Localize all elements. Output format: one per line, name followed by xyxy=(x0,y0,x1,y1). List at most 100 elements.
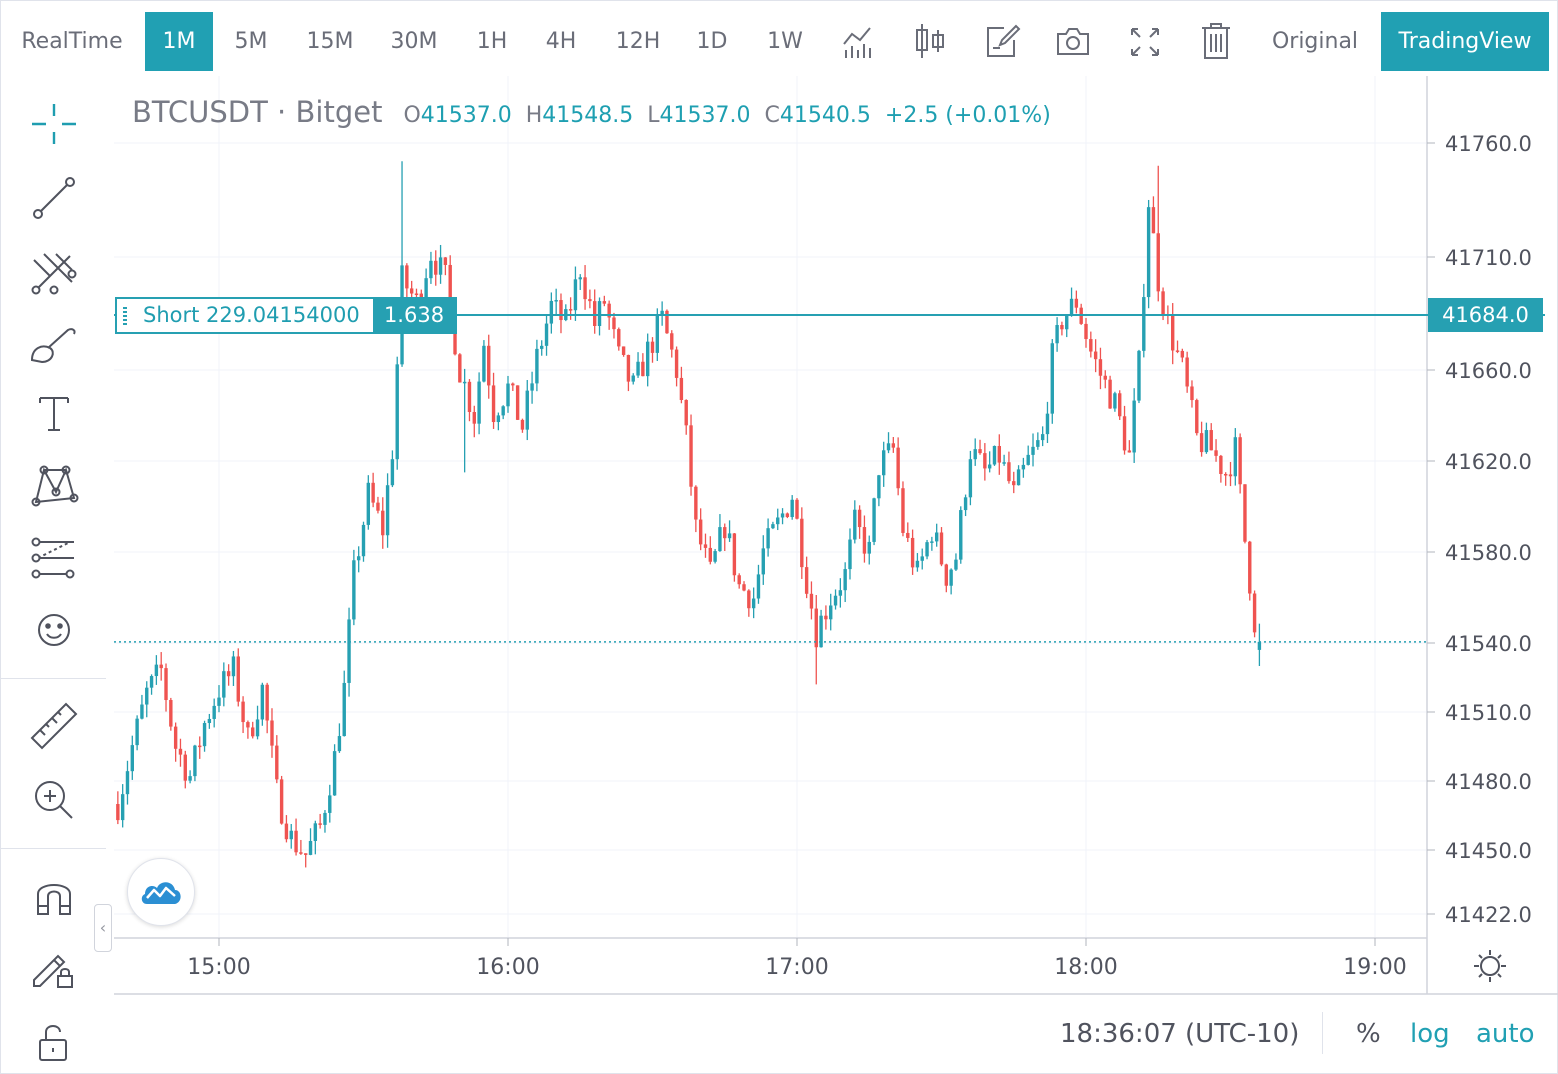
candle xyxy=(963,494,968,517)
candle xyxy=(1185,351,1189,393)
candle xyxy=(241,696,245,734)
y-tick-label: 41480.0 xyxy=(1445,770,1532,794)
legend-separator: · xyxy=(267,95,296,129)
candle xyxy=(154,655,159,685)
interval-1m[interactable]: 1M xyxy=(145,12,213,71)
candle xyxy=(583,265,587,310)
zoom-in-icon[interactable] xyxy=(26,770,82,826)
log-scale-toggle[interactable]: log xyxy=(1410,1019,1450,1049)
candle xyxy=(434,250,438,286)
candle xyxy=(800,507,804,579)
candle xyxy=(1026,445,1030,466)
interval-1d[interactable]: 1D xyxy=(696,29,728,54)
candle xyxy=(159,652,163,681)
trash-icon[interactable] xyxy=(1196,20,1236,62)
emoji-icon[interactable] xyxy=(26,602,82,658)
candle xyxy=(564,304,568,322)
candle xyxy=(366,475,371,530)
current-time[interactable]: 18:36:07 (UTC-10) xyxy=(1060,1019,1300,1049)
text-icon[interactable] xyxy=(26,386,82,442)
candle xyxy=(347,607,351,697)
candle xyxy=(477,372,481,435)
candle xyxy=(833,589,838,610)
position-price-tag: 41684.0 xyxy=(1428,298,1543,332)
candle xyxy=(660,301,664,326)
candle xyxy=(506,375,510,413)
original-view-button[interactable]: Original xyxy=(1271,29,1359,54)
crosshair-icon[interactable] xyxy=(26,96,82,152)
interval-1h[interactable]: 1H xyxy=(476,29,508,54)
prediction-icon[interactable] xyxy=(26,530,82,586)
candle xyxy=(164,663,168,712)
candle xyxy=(650,337,655,363)
candle xyxy=(944,563,949,593)
candle xyxy=(1065,314,1069,338)
candle xyxy=(804,556,809,599)
candle xyxy=(1146,199,1151,309)
candle xyxy=(246,720,250,739)
candle xyxy=(1060,321,1064,336)
axis-settings-icon[interactable] xyxy=(1474,950,1506,982)
candle xyxy=(1257,623,1262,666)
interval-1w[interactable]: 1W xyxy=(767,29,803,54)
candle xyxy=(1122,405,1127,455)
percent-scale-toggle[interactable]: % xyxy=(1356,1019,1381,1049)
candle xyxy=(920,548,924,570)
candle xyxy=(1248,540,1252,601)
candle xyxy=(1195,398,1199,436)
candle xyxy=(1156,165,1160,302)
collapse-toolbar-button[interactable]: ‹ xyxy=(94,904,112,952)
tradingview-logo-button[interactable] xyxy=(127,858,195,926)
candle xyxy=(260,682,265,726)
fullscreen-icon[interactable] xyxy=(1125,20,1165,62)
pattern-icon[interactable] xyxy=(26,456,82,512)
x-axis-ticks: 15:00 16:00 17:00 18:00 19:00 xyxy=(187,938,1407,980)
candle xyxy=(318,813,322,829)
candle xyxy=(949,568,953,595)
chart-type-icon[interactable] xyxy=(910,20,950,62)
candle xyxy=(328,784,332,823)
candle xyxy=(1055,317,1059,352)
interval-5m[interactable]: 5M xyxy=(234,29,268,54)
tradingview-view-button[interactable]: TradingView xyxy=(1381,12,1549,71)
brush-icon[interactable] xyxy=(26,318,82,374)
indicators-icon[interactable] xyxy=(838,20,878,62)
candle xyxy=(934,523,939,547)
ruler-icon[interactable] xyxy=(26,698,82,754)
x-tick-label: 16:00 xyxy=(476,955,539,980)
candle xyxy=(173,722,178,762)
candle xyxy=(679,366,684,404)
candle xyxy=(1002,454,1006,466)
auto-scale-toggle[interactable]: auto xyxy=(1476,1019,1535,1049)
trend-line-icon[interactable] xyxy=(26,170,82,226)
candle xyxy=(978,439,982,455)
candle xyxy=(1012,471,1016,494)
candle xyxy=(862,515,867,563)
candle xyxy=(824,605,828,630)
camera-icon[interactable] xyxy=(1053,20,1093,62)
short-position-label[interactable]: Short 229.04154000 1.638 xyxy=(115,297,457,334)
candle xyxy=(780,508,785,525)
magnet-icon[interactable] xyxy=(26,868,82,924)
interval-12h[interactable]: 12H xyxy=(615,29,661,54)
candle xyxy=(1045,401,1050,444)
interval-30m[interactable]: 30M xyxy=(390,29,438,54)
candle xyxy=(1214,439,1218,462)
interval-realtime[interactable]: RealTime xyxy=(21,29,123,54)
drag-handle[interactable] xyxy=(123,307,127,325)
candle xyxy=(1180,348,1185,363)
interval-15m[interactable]: 15M xyxy=(306,29,354,54)
candle xyxy=(886,432,891,454)
edit-icon[interactable] xyxy=(982,20,1022,62)
candle xyxy=(756,564,761,604)
candle xyxy=(323,810,327,833)
candle xyxy=(843,562,847,603)
lock-drawing-icon[interactable] xyxy=(26,940,82,996)
fib-icon[interactable] xyxy=(26,244,82,300)
candle xyxy=(140,694,144,720)
position-quantity[interactable]: 1.638 xyxy=(373,299,455,332)
unlock-icon[interactable] xyxy=(26,1014,82,1070)
candle xyxy=(992,445,997,466)
interval-4h[interactable]: 4H xyxy=(545,29,577,54)
